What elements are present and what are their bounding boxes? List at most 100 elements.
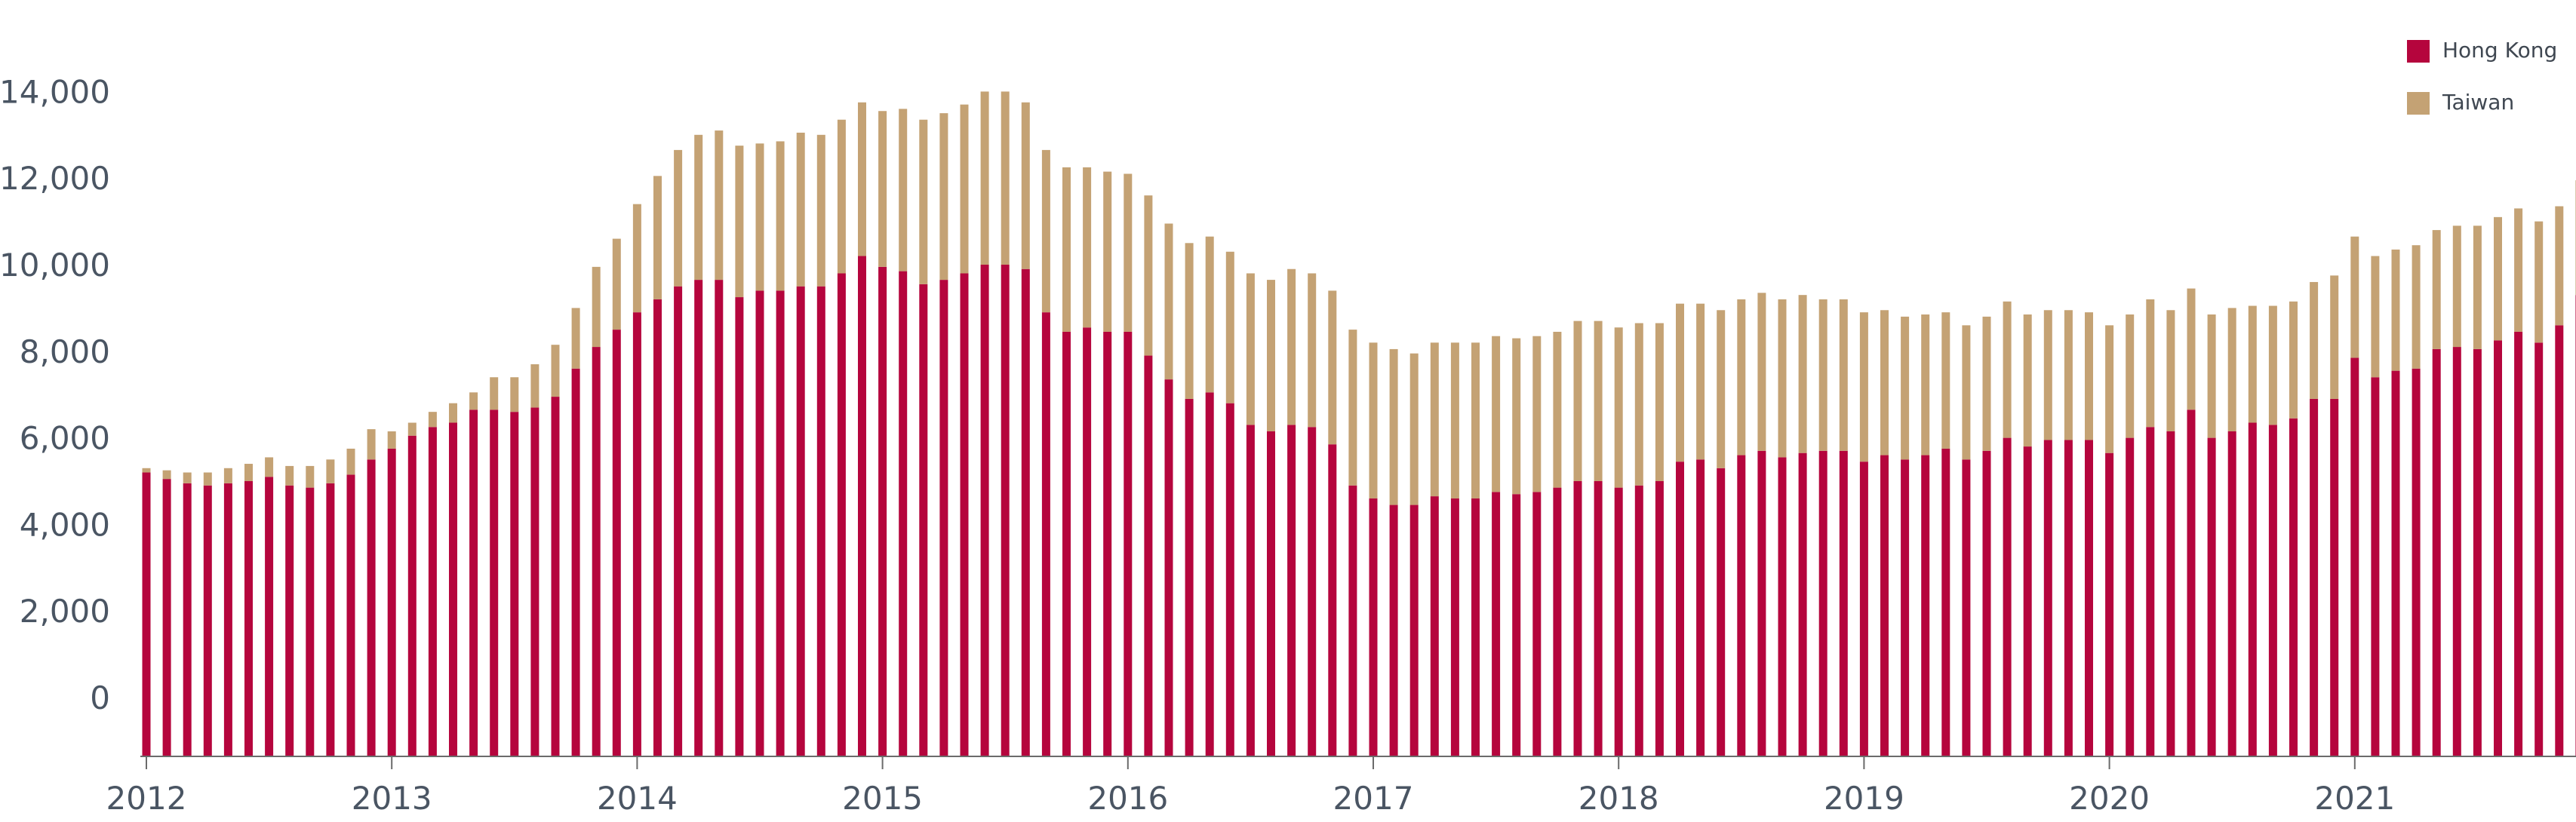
bar-taiwan [899, 109, 908, 271]
bar-hong-kong [183, 483, 192, 756]
bar-hong-kong [203, 485, 212, 756]
x-tick-label: 2018 [1578, 780, 1659, 817]
bar-hong-kong [796, 286, 805, 756]
bar-taiwan [346, 448, 355, 475]
bar-hong-kong [2227, 431, 2236, 756]
bar-hong-kong [428, 427, 437, 756]
bar-taiwan [1614, 327, 1623, 488]
bar-hong-kong [1164, 379, 1173, 756]
bar-hong-kong [1124, 331, 1133, 757]
bar-hong-kong [2268, 425, 2277, 756]
bar-hong-kong [2535, 342, 2544, 756]
bar-hong-kong [449, 422, 457, 756]
bar-taiwan [1287, 268, 1296, 425]
bar-taiwan [326, 459, 335, 483]
y-tick-label: 14,000 [0, 73, 110, 110]
bar-hong-kong [326, 483, 335, 756]
bar-taiwan [1553, 331, 1562, 488]
bar-taiwan [1083, 167, 1092, 328]
bar-hong-kong [1369, 498, 1378, 756]
bar-hong-kong [2248, 422, 2257, 756]
bar-hong-kong [980, 265, 989, 756]
bar-taiwan [1757, 293, 1766, 451]
bar-taiwan [1369, 342, 1378, 498]
bar-hong-kong [1450, 498, 1459, 756]
bar-hong-kong [551, 397, 560, 756]
bar-taiwan [265, 457, 274, 477]
bar-taiwan [1164, 223, 1173, 380]
bar-taiwan [2371, 256, 2380, 378]
bar-hong-kong [1308, 427, 1317, 756]
bar-hong-kong [2146, 427, 2155, 756]
bar-hong-kong [223, 483, 232, 756]
y-tick-label: 10,000 [0, 247, 110, 284]
bar-taiwan [1124, 173, 1133, 332]
y-tick-label: 0 [90, 679, 110, 716]
bar-hong-kong [1205, 392, 1214, 756]
bar-hong-kong [1021, 268, 1030, 756]
bar-taiwan [919, 119, 928, 284]
bar-hong-kong [1246, 425, 1255, 756]
bar-hong-kong [878, 266, 887, 756]
bar-taiwan [2166, 310, 2175, 431]
bar-taiwan [1982, 316, 1991, 451]
bar-taiwan [1778, 299, 1787, 458]
bar-taiwan [1737, 299, 1746, 455]
bar-taiwan [510, 377, 519, 413]
legend-swatch-hong-kong [2407, 40, 2430, 63]
x-tick-label: 2017 [1333, 780, 1414, 817]
bar-taiwan [407, 422, 417, 436]
y-tick-label: 6,000 [20, 420, 110, 457]
legend-label-taiwan: Taiwan [2442, 90, 2514, 115]
bar-taiwan [469, 392, 478, 410]
x-axis-ticks: 2012 2013 2014 2015 2016 2017 2018 2019 2020 2021 [106, 756, 2395, 817]
bar-taiwan [735, 146, 744, 298]
y-tick-label: 2,000 [20, 593, 110, 630]
bar-hong-kong [899, 271, 908, 756]
bar-taiwan [1001, 91, 1010, 265]
bar-taiwan [1205, 236, 1214, 393]
bar-hong-kong [1901, 459, 1910, 756]
bar-taiwan [1634, 323, 1643, 486]
bar-taiwan [571, 308, 580, 369]
bar-hong-kong [2207, 437, 2216, 756]
bar-hong-kong [530, 407, 539, 756]
bar-taiwan [1573, 321, 1582, 481]
bar-taiwan [2514, 208, 2523, 332]
bar-hong-kong [285, 485, 294, 756]
bar-taiwan [1655, 323, 1664, 481]
bar-hong-kong [674, 286, 683, 756]
bar-hong-kong [2371, 377, 2380, 756]
bar-hong-kong [2289, 418, 2298, 756]
legend: Hong Kong Taiwan [2407, 38, 2557, 115]
bar-taiwan [1798, 295, 1807, 453]
bar-hong-kong [837, 273, 846, 757]
bar-hong-kong [1103, 331, 1112, 757]
bar-taiwan [490, 377, 499, 410]
bar-taiwan [2207, 314, 2216, 438]
bar-taiwan [1471, 342, 1480, 498]
bar-taiwan [244, 464, 253, 481]
bar-hong-kong [1328, 444, 1337, 756]
bar-hong-kong [1512, 494, 1521, 756]
bar-hong-kong [2391, 370, 2400, 756]
bar-taiwan [2350, 236, 2359, 358]
bar-hong-kong [2085, 440, 2093, 756]
bar-hong-kong [1880, 455, 1889, 756]
bar-hong-kong [2043, 440, 2052, 756]
bar-taiwan [1450, 342, 1459, 498]
bar-hong-kong [755, 290, 764, 756]
bar-hong-kong [1389, 505, 1398, 756]
bar-hong-kong [2166, 431, 2175, 756]
bar-taiwan [2494, 216, 2502, 341]
bar-hong-kong [2126, 437, 2135, 756]
bar-hong-kong [2555, 325, 2564, 756]
bar-taiwan [1103, 171, 1112, 332]
bar-taiwan [612, 238, 621, 330]
bar-taiwan [816, 134, 825, 287]
bar-taiwan [858, 102, 866, 256]
bar-taiwan [2023, 314, 2032, 447]
bar-hong-kong [142, 472, 151, 756]
bar-hong-kong [2350, 357, 2359, 756]
bar-taiwan [1717, 310, 1726, 468]
